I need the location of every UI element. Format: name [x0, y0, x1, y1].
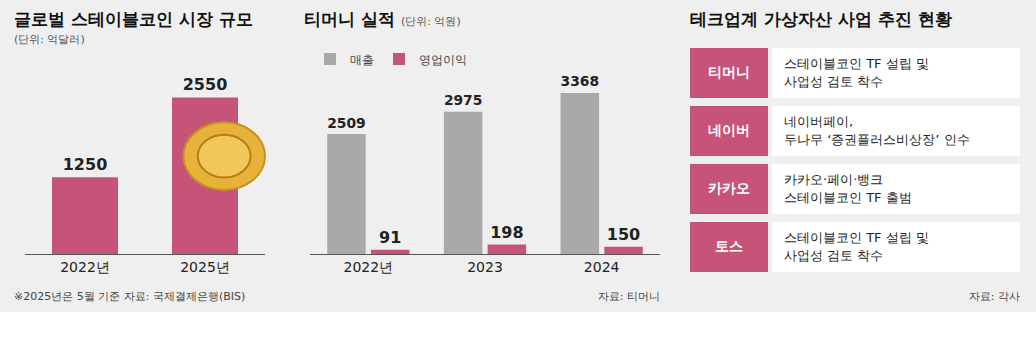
html-text:네이버: 네이버 — [708, 122, 750, 138]
svg-text:2023: 2023 — [467, 259, 503, 275]
svg-text:150: 150 — [607, 225, 640, 244]
svg-text:영업이익: 영업이익 — [419, 53, 467, 67]
html-text:스테이블코인 TF 설립 및: 스테이블코인 TF 설립 및 — [784, 230, 929, 245]
html-text:테크업계 가상자산 사업 추진 현황: 테크업계 가상자산 사업 추진 현황 — [690, 9, 952, 29]
html-text:스테이블코인 TF 출범: 스테이블코인 TF 출범 — [784, 190, 912, 205]
svg-text:매출: 매출 — [350, 53, 374, 67]
html-text:※2025년은 5월 기준 자료: 국제결제은행(BIS): ※2025년은 5월 기준 자료: 국제결제은행(BIS) — [14, 290, 246, 303]
html-text:두나무 ‘증권플러스비상장’ 인수: 두나무 ‘증권플러스비상장’ 인수 — [784, 132, 970, 147]
html-text:네이버페이,: 네이버페이, — [784, 114, 854, 129]
html-text:티머니: 티머니 — [708, 64, 750, 80]
svg-text:91: 91 — [379, 228, 401, 247]
html-text:사업성 검토 착수: 사업성 검토 착수 — [784, 74, 884, 89]
svg-text:2022년: 2022년 — [344, 259, 394, 275]
svg-text:2975: 2975 — [444, 92, 483, 108]
html-text:토스: 토스 — [715, 238, 743, 254]
html-text:사업성 검토 착수: 사업성 검토 착수 — [784, 248, 884, 263]
html-text:스테이블코인 TF 설립 및: 스테이블코인 TF 설립 및 — [784, 56, 929, 71]
html-text:글로벌 스테이블코인 시장 규모: 글로벌 스테이블코인 시장 규모 — [14, 9, 253, 29]
html-text:티머니 실적 (단위: 억원): 티머니 실적 (단위: 억원) — [304, 9, 461, 29]
html-text:(단위: 억달러): (단위: 억달러) — [14, 33, 85, 46]
html-text:자료: 티머니: 자료: 티머니 — [597, 290, 660, 303]
svg-text:2022년: 2022년 — [60, 259, 110, 275]
svg-text:3368: 3368 — [561, 73, 600, 89]
html-text:카카오: 카카오 — [708, 180, 750, 196]
svg-text:2509: 2509 — [327, 115, 366, 131]
svg-text:2550: 2550 — [183, 75, 228, 94]
html-text:자료: 각사: 자료: 각사 — [968, 290, 1020, 303]
html-text:카카오·페이·뱅크: 카카오·페이·뱅크 — [784, 172, 884, 187]
svg-text:1250: 1250 — [63, 155, 108, 174]
svg-text:2024: 2024 — [584, 259, 620, 275]
svg-text:2025년: 2025년 — [180, 259, 230, 275]
svg-text:198: 198 — [490, 223, 523, 242]
